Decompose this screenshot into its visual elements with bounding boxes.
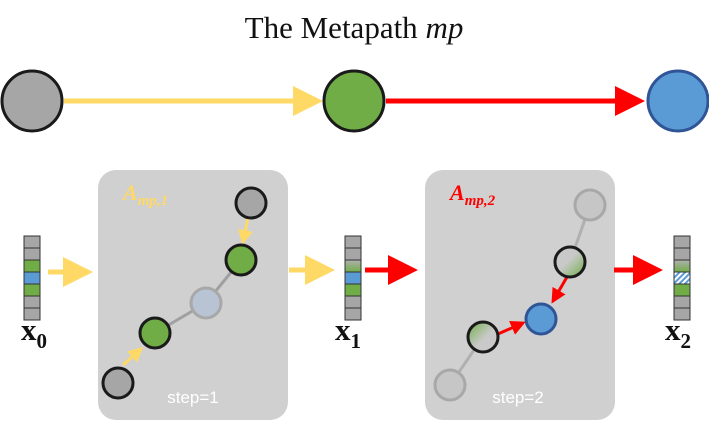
- graph-node-type-c-faded: [189, 286, 223, 320]
- matrix-label-a-mp-1: Amp,1: [121, 180, 168, 209]
- feature-vector-x1: [344, 235, 362, 321]
- graph-node-type-b: [224, 243, 258, 277]
- vector-cell-green-gradient: [344, 259, 362, 273]
- propagation-panel-step-2: Amp,2 step=2: [425, 170, 615, 420]
- vector-cell-gray: [23, 307, 41, 321]
- vector-cell-green-gradient: [673, 259, 691, 273]
- vector-cell-gray: [344, 295, 362, 309]
- graph-node-type-a-faded: [573, 188, 607, 222]
- graph-node-type-b-partial: [553, 245, 587, 279]
- metapath-node-type-a: [0, 69, 64, 133]
- vector-cell-gray: [344, 235, 362, 249]
- graph-node-type-b-partial: [466, 320, 500, 354]
- vector-cell-gray: [23, 235, 41, 249]
- vector-cell-gray: [344, 247, 362, 261]
- vector-cell-green: [344, 283, 362, 297]
- diagram-title: The Metapath mp: [245, 10, 464, 45]
- vector-cell-hatched-blue: [673, 271, 691, 285]
- vector-cell-gray: [673, 247, 691, 261]
- vector-cell-gray: [23, 247, 41, 261]
- vector-label-x0: x0: [21, 312, 47, 353]
- feature-vector-x2: [673, 235, 691, 321]
- vector-cell-gray: [673, 307, 691, 321]
- vector-cell-gray: [673, 235, 691, 249]
- propagation-arrow-relation-1: [122, 347, 144, 367]
- propagation-arrow-relation-1: [238, 217, 253, 245]
- graph-node-type-c: [524, 302, 558, 336]
- feature-vector-x0: [23, 235, 41, 321]
- step-label: step=1: [167, 388, 219, 407]
- vector-cell-gray: [23, 295, 41, 309]
- matrix-label-a-mp-2: Amp,2: [448, 180, 496, 209]
- graph-node-type-a: [234, 186, 268, 220]
- panel-background: [425, 170, 615, 420]
- metapath-schema: [0, 69, 709, 133]
- title-prefix: The Metapath: [245, 10, 426, 45]
- propagation-arrow-relation-2: [497, 320, 526, 336]
- step-label: step=2: [492, 388, 544, 407]
- propagation-panel-step-1: Amp,1 step=1: [98, 170, 288, 420]
- vector-cell-gray: [673, 295, 691, 309]
- graph-node-type-a-faded: [433, 368, 467, 402]
- vector-cell-blue: [344, 271, 362, 285]
- vector-cell-green: [673, 283, 691, 297]
- title-metapath-symbol: mp: [425, 10, 463, 45]
- vector-cell-gray: [344, 307, 362, 321]
- graph-node-type-b: [138, 316, 172, 350]
- propagation-arrow-relation-2: [551, 276, 569, 304]
- metapath-node-type-b: [322, 69, 386, 133]
- vector-cell-green: [23, 283, 41, 297]
- vector-label-x1: x1: [335, 312, 361, 353]
- vector-label-x2: x2: [665, 312, 691, 353]
- vector-cell-blue: [23, 271, 41, 285]
- metapath-node-type-c: [646, 69, 709, 133]
- vector-cell-green: [23, 259, 41, 273]
- graph-node-type-a: [101, 366, 135, 400]
